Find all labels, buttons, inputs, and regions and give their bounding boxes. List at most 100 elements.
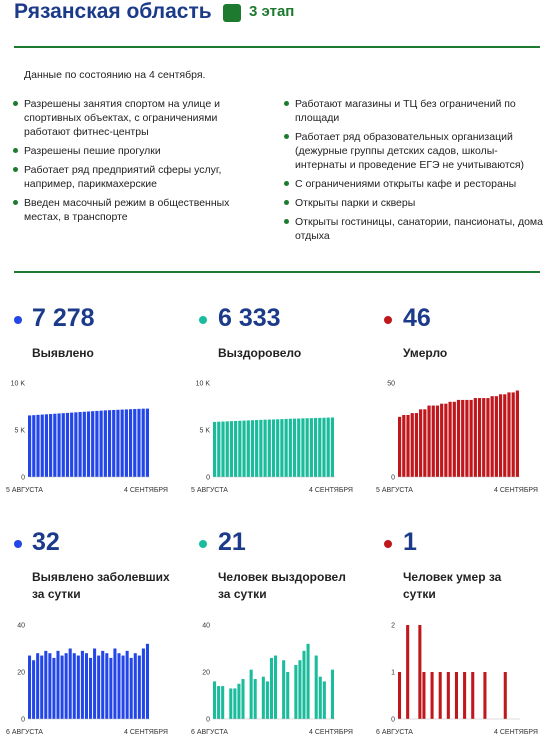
rule-text: Разрешены пешие прогулки (24, 145, 161, 157)
series-dot-icon (384, 316, 392, 324)
bar (128, 409, 133, 477)
rule-item: Работает ряд предприятий сферы услуг, на… (12, 163, 262, 191)
bar (70, 412, 74, 477)
y-tick-label: 1 (391, 670, 395, 677)
bar (471, 672, 475, 719)
bar (97, 655, 101, 719)
bar (490, 396, 494, 477)
bar (473, 398, 477, 477)
bar (121, 655, 125, 719)
y-tick-label: 40 (17, 623, 25, 630)
bar (503, 672, 507, 719)
as-of-date: Данные по состоянию на 4 сентября. (24, 69, 206, 81)
rule-text: Разрешены занятия спортом на улице и спо… (24, 98, 220, 138)
bar (107, 410, 112, 477)
bar (414, 413, 419, 477)
bar (465, 399, 469, 477)
rule-text: Открыты гостиницы, санатории, пансионаты… (295, 216, 543, 242)
bar (64, 653, 68, 719)
bar (234, 420, 238, 477)
bar (282, 660, 286, 719)
bar (221, 421, 225, 477)
stat-value: 32 (32, 528, 60, 556)
bar (65, 412, 70, 477)
bar (284, 418, 288, 477)
bar (125, 650, 129, 719)
bar (486, 398, 490, 477)
bar (456, 399, 461, 477)
bar (137, 408, 141, 477)
rule-text: Введен масочный режим в общественных мес… (24, 197, 230, 223)
bar (101, 650, 105, 719)
bullet-icon (13, 148, 18, 153)
bar (91, 411, 95, 477)
bar (141, 648, 145, 719)
bullet-icon (13, 200, 18, 205)
stat-label: Человек выздоровел за сутки (218, 570, 346, 601)
rule-text: Открыты парки и скверы (295, 197, 416, 209)
y-tick-label: 2 (391, 623, 395, 630)
bar (49, 414, 53, 477)
y-tick-label: 0 (391, 475, 395, 482)
bullet-icon (13, 101, 18, 106)
x-tick-label: 5 АВГУСТА (191, 487, 228, 494)
bar (74, 412, 78, 477)
bar (124, 409, 128, 477)
rule-item: Открыты парки и скверы (283, 196, 545, 210)
bar (145, 408, 149, 477)
chart-recovered-total: 0 5 K 10 K 5 АВГУСТА 4 СЕНТЯБРЯ (191, 381, 353, 495)
y-tick-label: 10 K (11, 381, 26, 388)
chart-detected-daily: 0 20 40 6 АВГУСТА 4 СЕНТЯБРЯ (6, 623, 168, 737)
bar (120, 409, 124, 477)
chart-detected-total: 0 5 K 10 K 5 АВГУСТА 4 СЕНТЯБРЯ (6, 381, 168, 495)
bar (229, 421, 234, 477)
bar (454, 672, 458, 719)
stage-label: 3 этап (249, 3, 295, 20)
bar (440, 403, 444, 477)
bar (482, 398, 486, 477)
region-title: Рязанская область (14, 0, 212, 23)
bar (322, 681, 326, 719)
bar (288, 418, 292, 477)
bullet-icon (284, 181, 289, 186)
stat-value: 7 278 (32, 304, 95, 332)
x-tick-label: 5 АВГУСТА (376, 487, 413, 494)
stat-label: Выявлено (32, 346, 94, 360)
x-tick-label: 6 АВГУСТА (376, 729, 413, 736)
bar (274, 655, 278, 719)
chart-deaths-daily: 0 1 2 6 АВГУСТА 4 СЕНТЯБРЯ (376, 623, 538, 737)
bar (133, 409, 137, 477)
bar (32, 660, 36, 719)
bar (68, 648, 72, 719)
rule-item: Введен масочный режим в общественных мес… (12, 196, 262, 224)
bar (145, 643, 149, 719)
bar (259, 419, 263, 477)
bar (52, 657, 56, 719)
bar (398, 416, 402, 477)
rule-text: Работают магазины и ТЦ без ограничений п… (295, 98, 516, 124)
bar (507, 392, 511, 477)
bar (271, 419, 276, 477)
bar (423, 409, 427, 477)
bar (515, 390, 519, 477)
rule-item: Работает ряд образовательных организаций… (283, 130, 545, 172)
bar (44, 414, 49, 477)
y-tick-label: 10 K (196, 381, 211, 388)
x-tick-label: 4 СЕНТЯБРЯ (494, 729, 538, 736)
y-tick-label: 50 (387, 381, 395, 388)
bar (318, 676, 322, 719)
bar (463, 672, 467, 719)
bar (40, 655, 44, 719)
bar (306, 643, 310, 719)
bar (221, 686, 225, 719)
bar (446, 672, 450, 719)
x-tick-label: 6 АВГУСТА (6, 729, 43, 736)
rule-item: Работают магазины и ТЦ без ограничений п… (283, 97, 545, 125)
bar (313, 417, 318, 477)
stat-value: 46 (403, 304, 431, 332)
y-tick-label: 0 (391, 717, 395, 724)
bar (430, 672, 434, 719)
bar (326, 417, 330, 477)
rule-item: Разрешены пешие прогулки (12, 144, 262, 158)
bar (406, 625, 410, 719)
